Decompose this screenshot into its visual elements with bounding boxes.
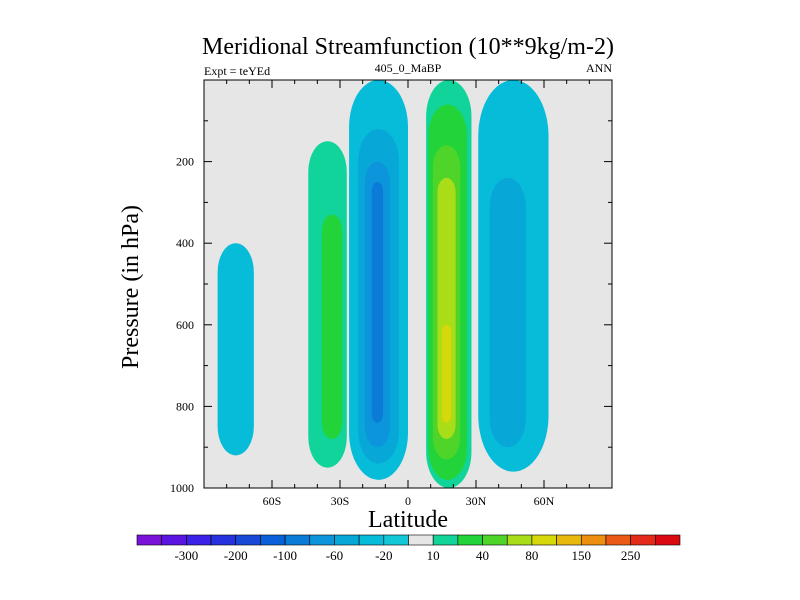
y-tick-label: 800	[176, 399, 194, 413]
chart-title: Meridional Streamfunction (10**9kg/m-2)	[202, 34, 614, 60]
x-tick-label: 30N	[466, 494, 487, 508]
colorbar-label: -300	[174, 548, 198, 563]
colorbar-box	[408, 534, 434, 546]
colorbar-box	[432, 534, 459, 546]
colorbar-box	[655, 534, 681, 546]
colorbar-box	[309, 534, 335, 546]
northern-negative-core	[489, 177, 526, 448]
southern-negative-core	[371, 182, 384, 423]
colorbar-label: 10	[427, 548, 440, 563]
colorbar-label: 80	[525, 548, 538, 563]
colorbar-box	[506, 534, 533, 546]
colorbar-label: -200	[224, 548, 248, 563]
y-tick-label: 1000	[170, 481, 194, 495]
colorbar-box	[531, 534, 557, 546]
y-tick-label: 200	[176, 155, 194, 169]
southern-positive-core	[321, 214, 343, 440]
colorbar-box	[358, 534, 385, 546]
colorbar-label: -60	[326, 548, 343, 563]
colorbar-box	[482, 534, 508, 546]
y-tick-label: 400	[176, 236, 194, 250]
colorbar-box	[136, 534, 162, 546]
colorbar-box	[334, 534, 360, 546]
northern-positive-core	[442, 324, 452, 423]
colorbar-box	[161, 534, 187, 546]
x-tick-label: 30S	[331, 494, 350, 508]
colorbar-label: 150	[572, 548, 592, 563]
x-axis-label: Latitude	[368, 507, 448, 533]
colorbar-box	[284, 534, 311, 546]
colorbar-box	[186, 534, 212, 546]
colorbar-box	[260, 534, 286, 546]
x-tick-label: 60N	[534, 494, 555, 508]
y-axis-label: Pressure (in hPa)	[118, 205, 144, 369]
y-tick-label: 600	[176, 318, 194, 332]
colorbar-box	[457, 534, 483, 546]
colorbar-box	[580, 534, 607, 546]
colorbar-box	[383, 534, 409, 546]
center-string: 405_0_MaBP	[375, 61, 442, 75]
colorbar-box	[235, 534, 261, 546]
x-tick-label: 0	[405, 494, 411, 508]
left-string: Expt = teYEd	[204, 64, 270, 78]
x-tick-label: 60S	[263, 494, 282, 508]
colorbar-box	[605, 534, 631, 546]
colorbar-label: 250	[621, 548, 641, 563]
colorbar-label: 40	[476, 548, 489, 563]
colorbar-label: -100	[273, 548, 297, 563]
colorbar-box	[210, 534, 237, 546]
colorbar-box	[556, 534, 582, 546]
far-south-cell	[217, 243, 254, 456]
colorbar-box	[630, 534, 656, 546]
colorbar-label: -20	[375, 548, 392, 563]
right-string: ANN	[586, 61, 612, 75]
